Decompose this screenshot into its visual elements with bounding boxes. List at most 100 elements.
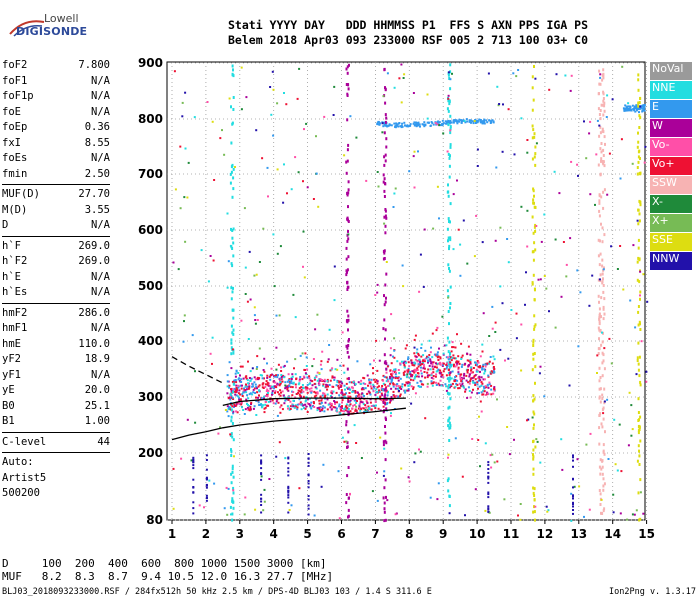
- interference-point: [534, 288, 536, 292]
- noise-point: [520, 205, 523, 208]
- echo-point: [302, 375, 305, 378]
- interference-point: [602, 190, 605, 194]
- echo-point: [302, 390, 305, 393]
- echo-point: [414, 375, 417, 378]
- echo-point: [479, 370, 481, 373]
- echo-point: [320, 368, 323, 371]
- echo-point: [392, 355, 394, 358]
- echo-point: [264, 395, 267, 397]
- noise-point: [474, 488, 477, 491]
- noise-point: [543, 213, 546, 216]
- interference-point: [346, 192, 349, 195]
- noise-point: [501, 302, 504, 305]
- echo-point: [360, 393, 363, 396]
- echo-point: [258, 389, 261, 392]
- interference-point: [598, 395, 601, 399]
- echo-point: [310, 391, 313, 394]
- interference-point: [598, 379, 601, 383]
- echo-point: [415, 121, 417, 124]
- echo-point: [330, 396, 333, 399]
- echo-point: [228, 386, 231, 389]
- echo-point: [488, 360, 491, 363]
- echo-point: [481, 366, 484, 369]
- echo-point: [450, 377, 453, 380]
- noise-point: [408, 170, 411, 173]
- echo-point: [260, 473, 263, 476]
- echo-point: [226, 380, 229, 383]
- noise-point: [476, 148, 479, 151]
- echo-point: [299, 401, 302, 404]
- noise-point: [539, 278, 542, 281]
- echo-point: [283, 396, 286, 399]
- echo-point: [412, 387, 415, 390]
- echo-point: [311, 380, 314, 383]
- echo-point: [404, 391, 407, 394]
- echo-point: [427, 368, 430, 371]
- echo-point: [192, 491, 195, 494]
- noise-point: [456, 179, 458, 182]
- noise-point: [498, 103, 501, 105]
- interference-point: [384, 224, 387, 228]
- x-tick-label: 5: [303, 527, 311, 541]
- interference-point: [597, 254, 600, 258]
- interference-point: [447, 489, 450, 493]
- echo-point: [444, 383, 447, 386]
- echo-point: [374, 381, 377, 383]
- interference-point: [599, 117, 602, 121]
- echo-point: [271, 385, 274, 388]
- echo-point: [436, 362, 439, 365]
- echo-point: [256, 366, 259, 368]
- interference-point: [638, 126, 641, 129]
- echo-point: [248, 408, 251, 411]
- echo-point: [395, 122, 398, 125]
- noise-point: [634, 326, 637, 329]
- interference-point: [346, 346, 349, 350]
- noise-point: [377, 185, 380, 188]
- echo-point: [474, 384, 477, 386]
- echo-point: [267, 389, 270, 392]
- param-name: MUF(D): [2, 188, 40, 200]
- echo-point: [370, 405, 373, 407]
- noise-point: [413, 346, 416, 349]
- echo-point: [260, 397, 263, 400]
- interference-point: [384, 518, 387, 522]
- echo-point: [452, 354, 455, 357]
- noise-point: [488, 511, 491, 514]
- echo-point: [282, 394, 285, 397]
- echo-point: [237, 386, 240, 389]
- interference-point: [347, 514, 350, 518]
- noise-point: [612, 511, 615, 514]
- echo-point: [435, 366, 438, 369]
- echo-point: [407, 369, 410, 371]
- echo-point: [427, 361, 429, 364]
- interference-point: [532, 231, 535, 235]
- echo-point: [412, 379, 415, 382]
- noise-point: [531, 416, 534, 419]
- echo-point: [460, 385, 463, 388]
- interference-point: [348, 338, 350, 341]
- echo-point: [634, 110, 637, 113]
- echo-point: [467, 364, 470, 367]
- interference-point: [534, 323, 537, 327]
- noise-point: [515, 312, 518, 315]
- echo-point: [323, 392, 326, 395]
- echo-point: [306, 391, 309, 394]
- echo-point: [334, 401, 336, 404]
- echo-point: [318, 378, 321, 381]
- noise-point: [314, 328, 317, 331]
- noise-point: [627, 444, 630, 447]
- interference-point: [639, 172, 642, 176]
- echo-point: [267, 392, 269, 394]
- echo-point: [354, 390, 357, 392]
- echo-point: [382, 125, 385, 128]
- echo-point: [395, 394, 398, 397]
- echo-point: [492, 366, 495, 368]
- echo-point: [244, 385, 247, 388]
- echo-point: [493, 358, 496, 361]
- interference-point: [231, 64, 234, 68]
- echo-point: [288, 382, 291, 385]
- echo-point: [243, 387, 245, 390]
- echo-point: [307, 474, 310, 477]
- echo-point: [364, 387, 367, 390]
- echo-point: [326, 393, 329, 396]
